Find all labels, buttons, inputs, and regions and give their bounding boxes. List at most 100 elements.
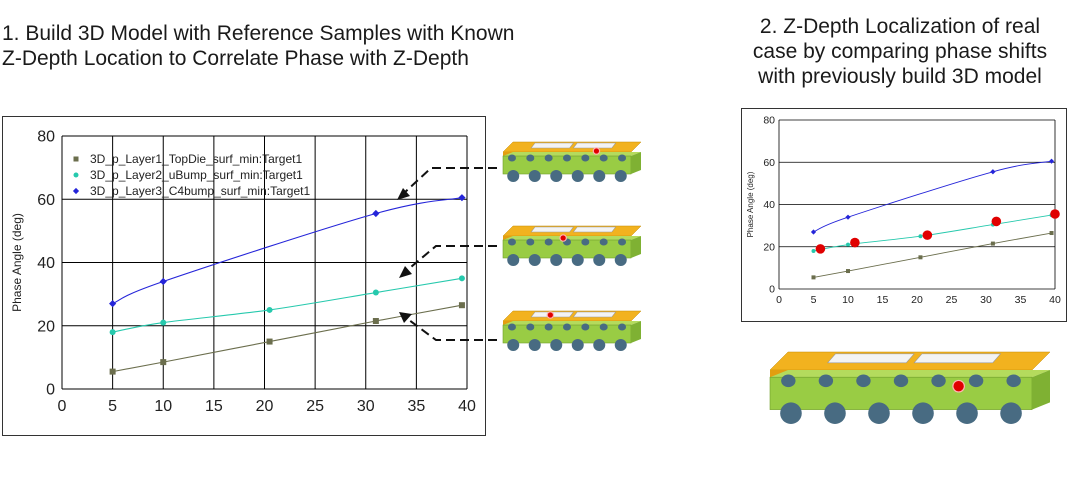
package-c4bump-substrate-top [503,321,641,325]
left-chart-x-tick-label: 5 [108,398,117,415]
right-chart-x-tick-label: 35 [1015,294,1027,306]
package-real-case [769,351,1051,425]
right-heading-line1: 2. Z-Depth Localization of real [759,15,1041,38]
package-c4bump-c4-bumps [507,339,627,351]
package-ubump-substrate-top [503,236,641,240]
right-chart-series-0-point [990,241,995,246]
package-ubump-mid-bump [618,238,627,246]
package-topdie-substrate-top [503,152,641,156]
package-c4bump-mid-bump [599,323,608,331]
left-chart-legend-marker-2 [72,187,80,195]
package-topdie-mid-bumps [507,154,627,162]
localization-chart-panel: 0 20 40 60 80 0 5 10 15 20 25 30 35 40 Phase Angle (de… [741,108,1067,322]
package-topdie-mid-bump [581,154,590,162]
package-ubump-chip-left [530,226,575,233]
right-chart-y-tick-label: 60 [763,157,775,169]
right-heading-line2: case by comparing phase shifts [752,40,1048,63]
right-chart-series-3-point [850,237,860,248]
package-real-case-c4-bump [956,402,978,425]
package-c4bump-c4-bump [614,339,627,351]
left-chart-x-tick-label: 20 [256,398,274,415]
package-real-case-mid-bump [781,374,796,388]
package-c4bump-mid-bump [563,323,571,331]
arrow-to-topdie-line [404,316,497,341]
arrow-to-ubump-line [404,245,497,273]
right-chart-x-tick-label: 10 [842,294,854,306]
left-chart-x-tick-label: 35 [407,398,425,415]
left-heading: 1. Build 3D Model with Reference Samples… [2,21,514,71]
package-topdie-c4-bump [593,170,606,182]
left-chart-legend-label-0: 3D_p_Layer1_TopDie_surf_min:Target1 [90,152,302,166]
left-chart-y-tick-label: 0 [46,382,55,399]
left-chart-series-2-point [372,209,380,218]
left-chart-legend-label-1: 3D_p_Layer2_uBump_surf_min:Target1 [90,168,303,182]
package-topdie-c4-bump [614,170,627,182]
package-ubump-mid-bump [507,238,516,246]
package-topdie-mid-bump [507,154,516,162]
package-ubump-c4-bump [593,254,606,266]
package-real-case-mid-bump [893,374,909,388]
right-chart-x-tick-label: 15 [877,294,889,306]
package-ubump-chip-right [572,226,617,233]
package-real-case-c4-bump [824,402,846,425]
package-c4bump-c4-bump [528,339,541,351]
left-chart-series-0-point [372,318,379,325]
package-topdie-mid-bump [618,154,627,162]
left-chart-legend-marker-1 [73,172,79,178]
package-real-case-substrate-top [770,370,1050,378]
package-real-case-mid-bump [818,374,834,388]
package-ubump-c4-bump [507,254,520,266]
left-chart-x-tick-label: 40 [458,398,476,415]
package-topdie-c4-bump [528,170,541,182]
package-ubump [502,225,642,266]
package-topdie-chip-left [530,142,575,149]
package-topdie [502,141,642,182]
right-chart-series-3-point [922,230,933,240]
package-real-case-chip-right [913,353,1002,364]
left-chart-series-0-point [458,302,465,309]
left-chart-legend-label-2: 3D_p_Layer3_C4bump_surf_min:Target1 [90,184,310,198]
right-chart-series-1-point [811,248,816,253]
package-real-case-mid-bump [968,374,984,388]
package-c4bump-mid-bumps [507,323,627,331]
package-c4bump-mid-bump [544,323,553,331]
arrow-to-ubump [399,245,497,278]
left-chart-series-0-point [266,338,273,345]
arrow-to-c4bump-arrowhead [397,188,410,200]
package-real-case-mid-bumps [781,374,1021,388]
right-chart-series-2-point [1048,158,1055,164]
package-c4bump-mid-bump [581,323,590,331]
package-real-case-c4-bump [780,402,802,425]
package-c4bump-mid-bump [526,323,535,331]
package-real-case-substrate-side [1032,370,1050,410]
right-chart-x-tick-label: 20 [911,294,923,306]
right-chart-x-tick-label: 0 [776,294,782,306]
left-chart-series-2-point [458,194,466,202]
package-ubump-mid-bump [544,238,553,246]
package-ubump-defect-dot [559,234,567,242]
right-chart-y-tick-label: 0 [769,284,775,296]
package-real-case-c4-bumps [780,402,1022,425]
right-chart-y-tick-label: 80 [763,115,775,127]
package-c4bump-c4-bump [593,339,606,351]
right-chart-series-0-point [918,255,923,260]
right-chart-series-0-point [846,269,850,274]
right-chart-x-tick-label: 25 [946,294,958,306]
package-ubump-c4-bump [614,254,627,266]
right-chart-series-3-point [1050,209,1060,219]
package-ubump-c4-bump [571,254,584,266]
right-chart-series-3-point [815,244,826,254]
left-chart-x-tick-label: 0 [58,398,67,415]
left-heading-line2: Z-Depth Location to Correlate Phase with… [2,47,469,70]
package-topdie-c4-bump [550,170,563,182]
package-real-case-c4-bump [1000,402,1022,425]
package-c4bump-c4-bump [571,339,584,351]
package-c4bump-mid-bump [507,323,516,331]
right-chart-series-0-point [1049,231,1054,236]
package-ubump-mid-bump [526,238,535,246]
package-topdie-defect-dot [592,147,601,155]
reference-phase-chart: 0 20 40 60 80 0 5 10 15 20 25 30 35 40 Phase Angle (de… [10,129,476,415]
right-chart-x-tick-label: 30 [980,294,992,306]
package-real-case-defect-dot [952,379,966,393]
